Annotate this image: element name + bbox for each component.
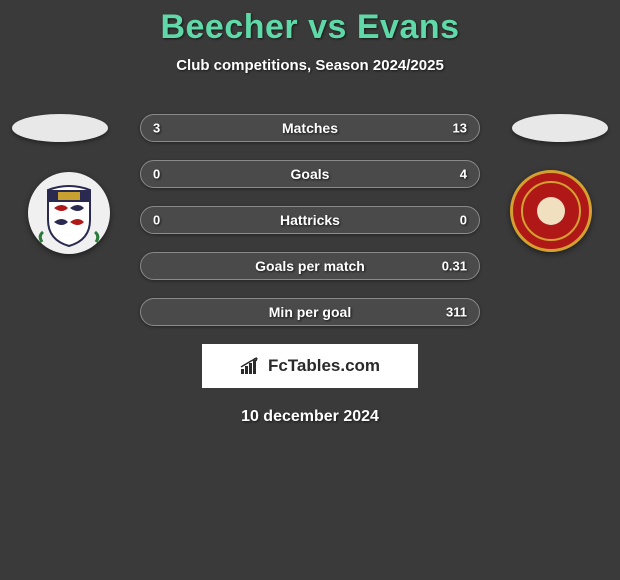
stat-row: 0 Hattricks 0 [140,206,480,234]
stat-label: Matches [282,120,338,136]
player-photo-right-placeholder [512,114,608,142]
comparison-area: 3 Matches 13 0 Goals 4 0 Hattricks 0 Goa… [0,114,620,326]
stat-row: 0 Goals 4 [140,160,480,188]
stat-label: Goals per match [255,258,365,274]
page-title: Beecher vs Evans [0,8,620,47]
archer-ring-icon [513,173,589,249]
brand-box[interactable]: FcTables.com [202,344,418,388]
stats-list: 3 Matches 13 0 Goals 4 0 Hattricks 0 Goa… [140,114,480,326]
stat-row: Goals per match 0.31 [140,252,480,280]
coat-of-arms-icon [28,172,110,254]
stat-row: Min per goal 311 [140,298,480,326]
brand-text: FcTables.com [268,356,380,376]
stat-value-left: 0 [153,213,160,228]
stat-value-left: 0 [153,167,160,182]
stat-value-right: 13 [453,121,467,136]
stat-label: Goals [291,166,330,182]
stat-label: Min per goal [269,304,351,320]
stat-value-right: 0.31 [442,259,467,274]
stat-value-right: 4 [460,167,467,182]
player-photo-left-placeholder [12,114,108,142]
stat-row: 3 Matches 13 [140,114,480,142]
stat-value-left: 3 [153,121,160,136]
subtitle: Club competitions, Season 2024/2025 [0,57,620,74]
club-badge-left [28,172,110,254]
date-label: 10 december 2024 [0,408,620,426]
comparison-widget: Beecher vs Evans Club competitions, Seas… [0,0,620,426]
bar-chart-icon [240,357,262,375]
stat-label: Hattricks [280,212,340,228]
stat-value-right: 0 [460,213,467,228]
club-badge-right [510,170,592,252]
stat-value-right: 311 [446,305,467,320]
